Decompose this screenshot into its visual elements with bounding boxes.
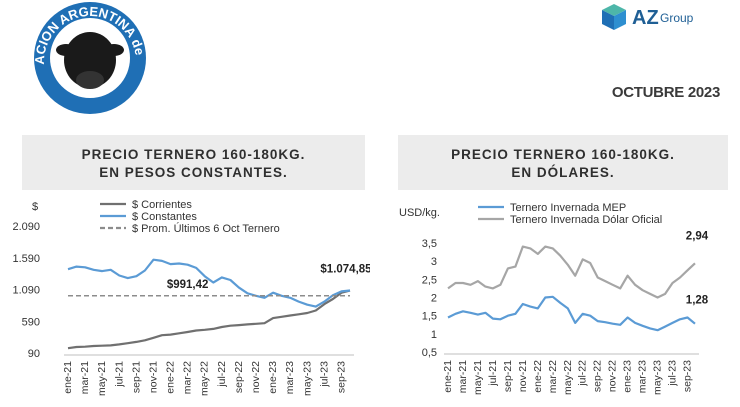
legend-entry-corrientes: $ Corrientes [132,199,192,211]
x-tick-label: may-21 [96,361,108,396]
legend-entry-constantes: $ Constantes [132,211,197,223]
data-label: $1.074,85 [320,263,370,275]
x-tick-label: jul-21 [487,360,499,387]
data-label: 2,94 [686,230,709,242]
x-tick-label: sep-23 [682,360,694,392]
x-tick-label: ene-23 [267,361,279,394]
y-tick-label: 2.090 [12,221,40,233]
left-title-line2: EN PESOS CONSTANTES. [99,165,288,180]
data-label: 1,28 [686,295,709,307]
x-tick-label: sep-22 [233,361,245,393]
right-title-line2: EN DÓLARES. [511,165,615,180]
x-tick-label: sep-22 [592,360,604,392]
az-cube-icon [602,4,626,30]
y-tick-label: 3 [431,256,437,268]
x-tick-label: ene-22 [532,360,544,393]
x-tick-label: jul-21 [113,361,125,388]
x-tick-label: sep-21 [130,361,142,393]
y-axis-label: $ [32,201,38,213]
x-tick-label: sep-21 [502,360,514,392]
x-tick-label: may-23 [301,361,313,396]
x-tick-label: ene-21 [442,360,454,393]
asociacion-argentina-angus-logo: ASOCIACION ARGENTINA de ANGUS [28,0,148,114]
y-axis-label: USD/kg. [399,207,440,219]
x-tick-label: mar-21 [79,361,91,394]
series-line-ternero-invernada-mep [447,295,696,332]
y-tick-label: 1.090 [12,285,40,297]
legend-entry-ternero-invernada-mep: Ternero Invernada MEP [510,202,626,214]
x-tick-label: ene-22 [165,361,177,394]
x-tick-label: mar-23 [637,360,649,393]
x-tick-label: jul-22 [216,361,228,388]
x-tick-label: jul-22 [577,360,589,387]
x-tick-label: may-23 [652,360,664,395]
group-text: Group [660,11,694,25]
x-tick-label: jul-23 [667,360,679,387]
x-tick-label: jul-23 [318,361,330,388]
az-group-logo: AZ Group [602,4,694,30]
x-tick-label: mar-21 [457,360,469,393]
x-tick-label: mar-22 [182,361,194,394]
x-tick-label: nov-22 [607,360,619,392]
y-tick-label: 2,5 [422,274,437,286]
y-tick-label: 2 [431,293,437,305]
left-panel-header: PRECIO TERNERO 160-180KG. EN PESOS CONST… [22,135,365,190]
chart-dolares: USD/kg. 3,5 3 2,5 2 1,5 1 0,5 ene-21 mar-21 may-21… [399,202,709,395]
az-text: AZ [632,7,659,29]
series-line-constantes [67,258,351,308]
y-tick-label: 1.590 [12,253,40,265]
y-tick-label: 90 [28,348,40,360]
x-tick-label: may-22 [199,361,211,396]
x-tick-label: nov-21 [147,361,159,393]
y-tick-label: 1 [431,329,437,341]
y-tick-label: 3,5 [422,238,437,250]
legend-entry-prom-ltimos-6-oct-ternero: $ Prom. Últimos 6 Oct Ternero [132,222,280,235]
y-tick-label: 1,5 [422,311,437,323]
x-tick-label: may-21 [472,360,484,395]
data-label: $991,42 [167,279,209,291]
x-tick-label: mar-23 [284,361,296,394]
y-tick-label: 590 [22,316,40,328]
x-tick-label: ene-23 [622,360,634,393]
series-line-ternero-invernada-d-lar-oficial [447,245,696,299]
series-line-corrientes [67,289,351,350]
report-date: OCTUBRE 2023 [611,84,720,101]
x-tick-label: ene-21 [62,361,74,394]
legend-entry-ternero-invernada-d-lar-oficial: Ternero Invernada Dólar Oficial [510,214,662,226]
x-tick-label: mar-22 [547,360,559,393]
right-panel-header: PRECIO TERNERO 160-180KG. EN DÓLARES. [398,135,728,190]
y-tick-label: 0,5 [422,347,437,359]
x-tick-label: may-22 [562,360,574,395]
left-title-line1: PRECIO TERNERO 160-180KG. [81,147,306,162]
x-tick-label: nov-21 [517,360,529,392]
x-tick-label: sep-23 [335,361,347,393]
chart-pesos-constantes: $2.090 1.590 1.090 590 90 ene-21 mar-21 may-21 j… [12,199,370,396]
bull-head-icon [56,32,124,89]
x-tick-label: nov-22 [250,361,262,393]
right-title-line1: PRECIO TERNERO 160-180KG. [451,147,675,162]
